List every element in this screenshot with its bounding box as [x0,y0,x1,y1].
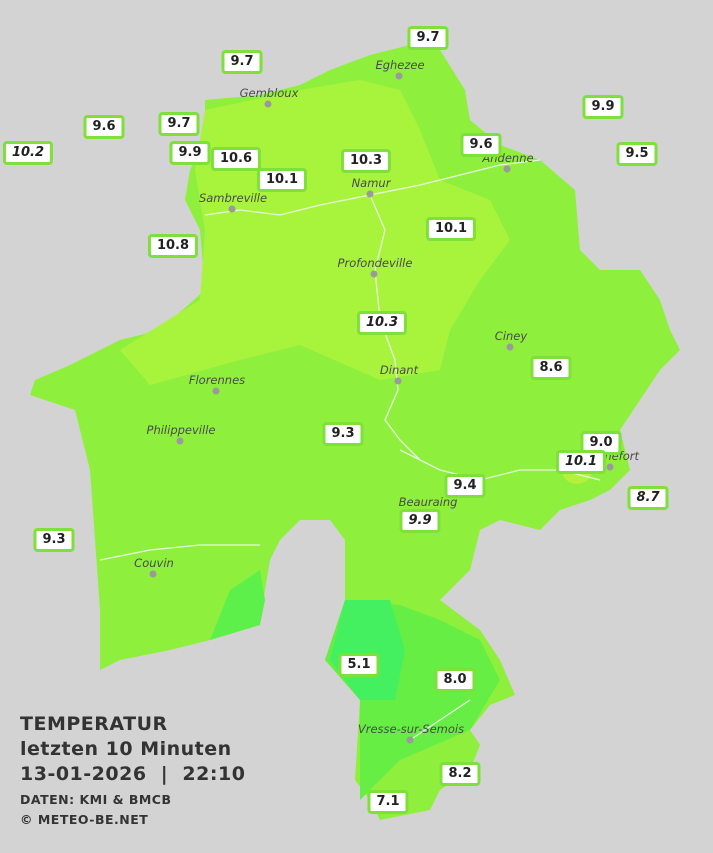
legend: TEMPERATUR letzten 10 Minuten 13-01-2026… [20,712,245,830]
city-dot [395,72,403,80]
city-dot [149,570,157,578]
station-value: 9.3 [322,422,364,446]
station-value: 10.1 [425,217,477,241]
title-line: letzten 10 Minuten [20,738,232,760]
city-label: Philippeville [147,423,216,437]
city-dot [406,736,414,744]
station-value: 9.4 [444,474,486,498]
credit: © METEO-BE.NET [20,812,149,827]
station-value: 9.9 [169,141,211,165]
city-label: Gembloux [240,86,299,100]
city-label: Eghezee [375,58,424,72]
city-dot [503,165,511,173]
station-value: 9.9 [399,509,441,533]
station-value: 5.1 [338,653,380,677]
city-label: Vresse-sur-Semois [358,722,464,736]
station-value: 10.3 [356,311,408,335]
city-dot [394,377,402,385]
station-value: 9.5 [616,142,658,166]
station-value: 9.6 [460,133,502,157]
station-value: 10.6 [210,147,262,171]
city-label: Dinant [380,363,419,377]
station-value: 8.0 [434,668,476,692]
city-label: Ciney [495,329,528,343]
station-value: 9.7 [407,26,449,50]
station-value: 10.8 [147,234,199,258]
station-value: 10.1 [256,168,308,192]
city-dot [606,463,614,471]
city-dot [370,270,378,278]
title-line: 13-01-2026 | 22:10 [20,763,246,785]
cold-zone [330,600,405,700]
station-value: 8.6 [530,356,572,380]
city-dot [228,205,236,213]
station-value: 8.2 [439,762,481,786]
city-label: Florennes [189,373,245,387]
station-value: 10.1 [555,450,607,474]
city-dot [176,437,184,445]
city-dot [506,343,514,351]
station-value: 9.7 [158,112,200,136]
station-value: 8.7 [627,486,669,510]
station-value: 9.3 [33,528,75,552]
station-value: 9.9 [582,95,624,119]
station-value: 9.6 [83,115,125,139]
station-value: 9.7 [221,50,263,74]
station-value: 7.1 [367,790,409,814]
station-value: 10.2 [2,141,54,165]
cool-zone [210,570,265,640]
city-label: Sambreville [199,191,267,205]
title-line: TEMPERATUR [20,713,168,735]
city-label: Profondeville [338,256,413,270]
city-dot [264,100,272,108]
city-dot [366,190,374,198]
city-label: Couvin [134,556,174,570]
credit: DATEN: KMI & BMCB [20,792,172,807]
city-label: Namur [352,176,392,190]
city-dot [212,387,220,395]
city-label: Beauraing [399,495,458,509]
station-value: 10.3 [340,149,392,173]
